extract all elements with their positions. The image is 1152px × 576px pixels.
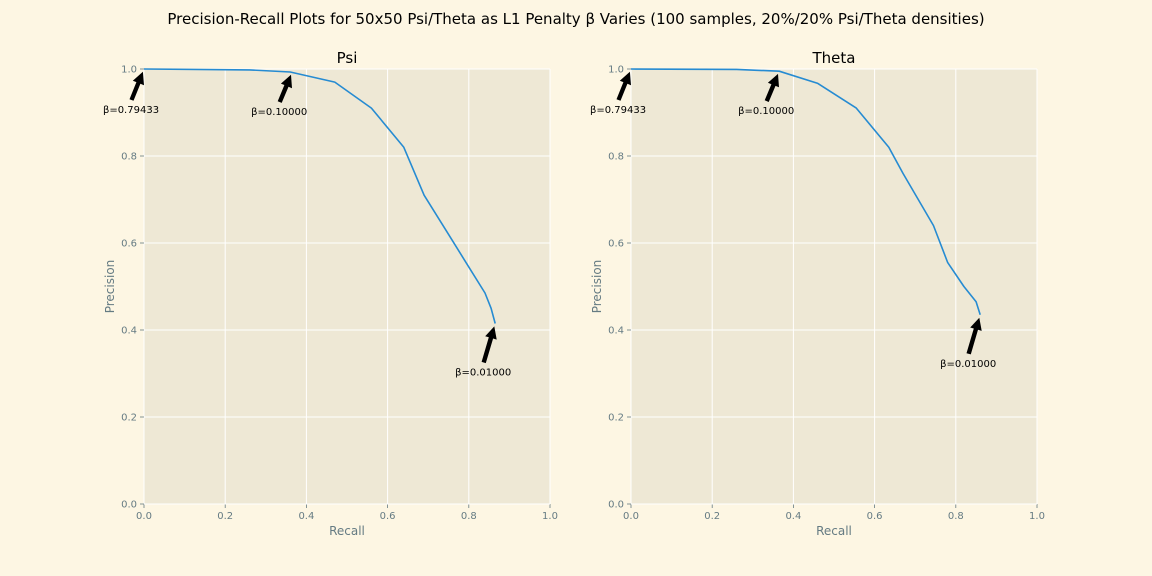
psi-subplot: 0.0 0.2 0.4 0.6 0.8 1.0 0.0 0.2 0.4 0.6 0.8 1.0 Psi R… [103,49,558,538]
annotation-label: β=0.10000 [738,106,794,117]
x-tick-label: 0.4 [298,511,314,522]
plot-area [631,69,1037,504]
annotation-arrow [481,326,497,364]
x-axis-label: Recall [329,524,365,538]
x-axis-label: Recall [816,524,852,538]
x-tick-label: 0.8 [948,511,964,522]
annotation-label: β=0.01000 [940,359,996,370]
figure-title: Precision-Recall Plots for 50x50 Psi/The… [167,10,984,28]
x-tick-label: 0.0 [136,511,152,522]
y-tick-label: 1.0 [121,65,137,76]
precision-recall-line [630,68,981,316]
annotation-label: β=0.10000 [251,107,307,118]
annotation-label: β=0.79433 [590,105,646,116]
y-tick-label: 0.4 [608,326,624,337]
y-axis-label: Precision [590,260,604,314]
y-tick-label: 1.0 [608,65,624,76]
annotation-arrow [616,71,631,101]
y-tick-label: 0.6 [608,239,624,250]
x-tick-label: 0.4 [785,511,801,522]
y-axis-label: Precision [103,260,117,314]
annotation-label: β=0.79433 [103,105,159,116]
annotation-label: β=0.01000 [455,367,511,378]
y-tick-label: 0.4 [121,326,137,337]
y-tick-label: 0.8 [608,152,624,163]
x-tick-label: 0.2 [704,511,720,522]
precision-recall-line [143,68,496,324]
annotation-arrow [764,73,779,102]
y-tick-label: 0.2 [608,413,624,424]
x-tick-label: 1.0 [1029,511,1045,522]
x-tick-label: 0.2 [217,511,233,522]
x-tick-label: 1.0 [542,511,558,522]
x-tick-label: 0.0 [623,511,639,522]
x-tick-label: 0.8 [461,511,477,522]
annotation-arrow [277,74,292,103]
subplot-title: Psi [337,49,358,67]
y-tick-label: 0.0 [121,500,137,511]
y-tick-label: 0.8 [121,152,137,163]
theta-subplot: 0.0 0.2 0.4 0.6 0.8 1.0 0.0 0.2 0.4 0.6 0.8 1.0 Thet… [590,49,1045,538]
annotation-arrow [966,317,982,355]
x-tick-label: 0.6 [867,511,883,522]
y-tick-label: 0.2 [121,413,137,424]
y-tick-label: 0.0 [608,500,624,511]
plot-area [144,69,550,504]
annotation-arrow [129,71,144,101]
subplot-title: Theta [812,49,856,67]
x-tick-label: 0.6 [380,511,396,522]
y-tick-label: 0.6 [121,239,137,250]
